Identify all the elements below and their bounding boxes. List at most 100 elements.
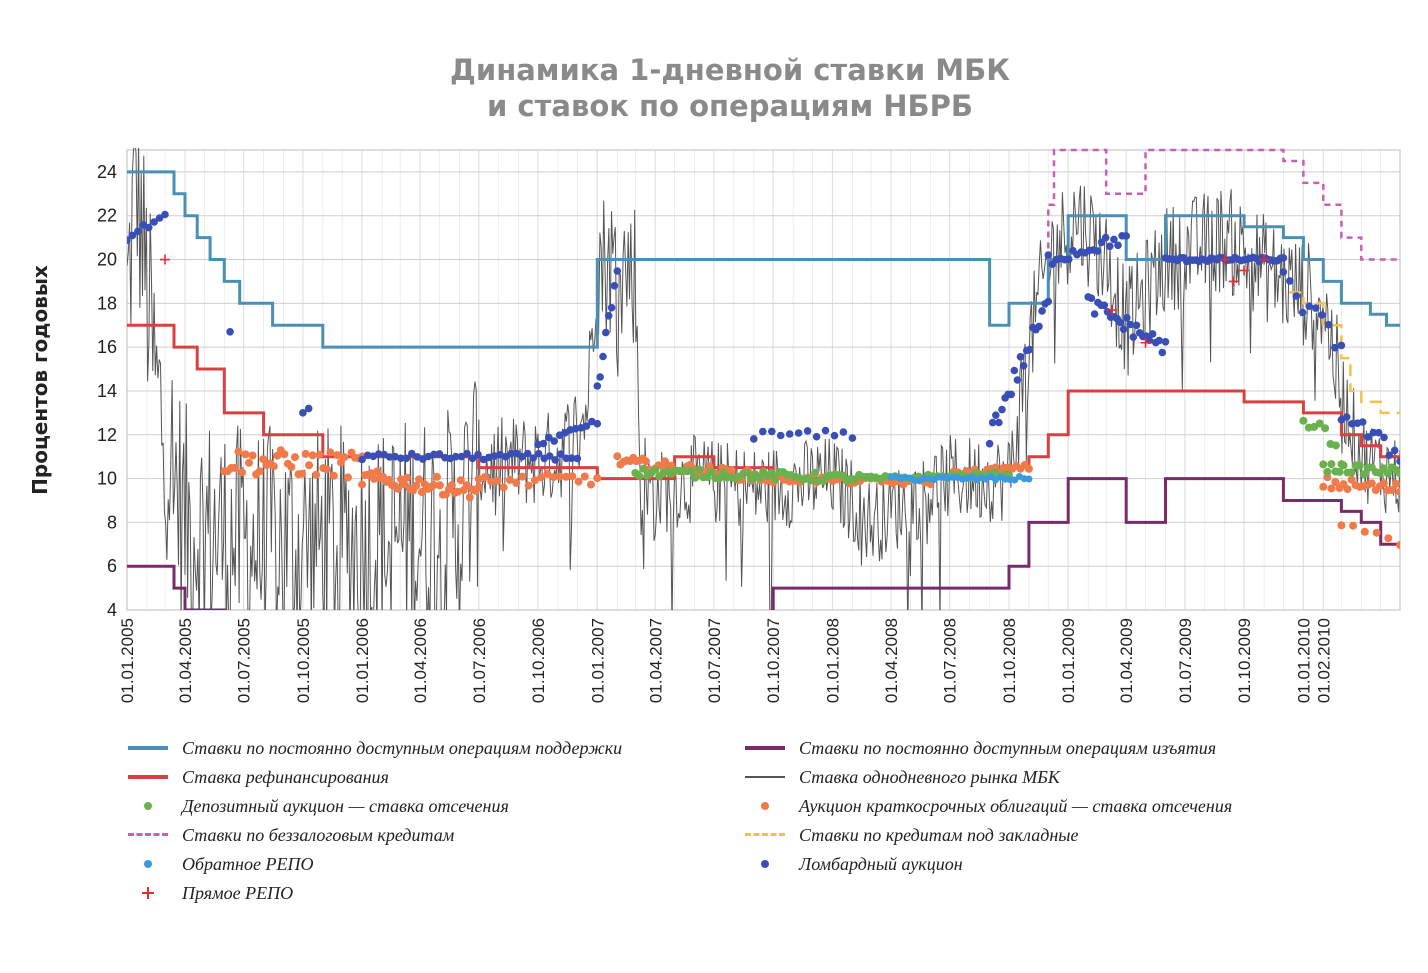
bonds-point	[291, 453, 299, 462]
y-tick-label: 14	[97, 381, 117, 401]
lombard-point	[613, 267, 622, 275]
lombard-point	[1087, 294, 1096, 303]
chart-title: Динамика 1-дневной ставки МБК и ставок п…	[380, 52, 1080, 124]
y-tick-label: 8	[107, 512, 117, 532]
lombard-point	[1396, 457, 1400, 465]
lombard-point	[529, 454, 537, 462]
lombard-point	[1090, 310, 1099, 318]
x-tick-label: 01.01.2006	[353, 618, 372, 703]
legend-label: Ставка однодневного рынка МБК	[799, 766, 1060, 787]
svg-text:01.01.2006: 01.01.2006	[353, 618, 372, 703]
deposit-point	[695, 465, 704, 474]
lombard-point	[512, 449, 521, 458]
lombard-point	[750, 435, 758, 443]
bonds-point	[415, 475, 423, 484]
lombard-point	[534, 449, 543, 458]
lombard-point	[507, 449, 515, 458]
lombard-point	[1331, 343, 1339, 352]
lombard-point	[463, 449, 471, 458]
lombard-point	[1129, 333, 1138, 341]
x-tick-label: 01.01.2005	[118, 618, 137, 703]
bonds-point	[1343, 485, 1352, 494]
direct-repo-points	[160, 254, 1270, 348]
bonds-point	[613, 452, 622, 461]
lombard-point	[397, 454, 405, 463]
y-tick-label: 16	[97, 337, 117, 357]
bonds-point	[499, 483, 508, 492]
lombard-point	[1038, 307, 1046, 315]
x-tick-label: 01.10.2006	[529, 618, 548, 703]
chart-title-line-2: и ставок по операциям НБРБ	[486, 89, 974, 123]
lombard-point	[1358, 418, 1367, 426]
legend-label: Ставка рефинансирования	[182, 766, 389, 787]
lombard-point	[582, 422, 591, 430]
lombard-point	[1132, 321, 1141, 330]
bonds-point	[326, 448, 335, 457]
svg-text:01.04.2007: 01.04.2007	[646, 618, 665, 703]
bonds-point	[593, 474, 602, 483]
lombard-point	[539, 439, 548, 448]
lombard-point	[1279, 254, 1288, 262]
bonds-point	[481, 473, 489, 481]
svg-text:01.10.2007: 01.10.2007	[764, 618, 783, 703]
x-tick-label: 01.07.2007	[705, 618, 724, 703]
legend-item-mortgage: Ставки по кредитам под закладные	[745, 823, 1078, 847]
legend-item-unsecured: Ставки по беззалоговым кредитам	[128, 823, 454, 847]
bonds-point	[298, 469, 306, 478]
lombard-point	[134, 227, 142, 236]
lombard-point	[474, 450, 482, 459]
lombard-point	[518, 452, 526, 461]
bonds-point	[512, 478, 521, 487]
lombard-point	[995, 418, 1003, 427]
support-line	[127, 170, 1400, 349]
x-tick-label: 01.01.2008	[823, 618, 842, 703]
deposit-point	[1323, 467, 1332, 476]
legend-item-direct_repo: Прямое РЕПО	[128, 881, 293, 905]
deposit-point	[755, 474, 764, 483]
lombard-point	[768, 427, 776, 436]
bonds-point	[456, 476, 465, 485]
lombard-point	[545, 452, 554, 460]
legend-item-refinancing: Ставка рефинансирования	[128, 765, 389, 789]
bonds-point	[1347, 475, 1356, 484]
lombard-point	[1025, 345, 1034, 354]
svg-text:01.07.2006: 01.07.2006	[470, 618, 489, 703]
lombard-point	[430, 450, 438, 459]
direct-repo-point	[1239, 265, 1250, 276]
bonds-point	[259, 455, 268, 464]
legend-swatch	[745, 823, 785, 847]
legend-swatch	[128, 765, 168, 789]
lombard-point	[1123, 314, 1131, 322]
lombard-point	[1380, 433, 1388, 442]
lombard-point	[839, 428, 848, 436]
bonds-point	[1331, 478, 1340, 486]
lombard-point	[1342, 413, 1351, 421]
x-tick-label: 01.04.2008	[882, 618, 901, 703]
bonds-point	[245, 458, 253, 467]
svg-text:01.07.2008: 01.07.2008	[941, 618, 960, 703]
bonds-point	[1360, 527, 1369, 536]
legend-label: Ставки по постоянно доступным операциям …	[182, 737, 623, 758]
deposit-point	[703, 473, 712, 481]
lombard-point	[1035, 322, 1043, 331]
deposit-point	[1355, 461, 1364, 470]
deposit-point	[1319, 460, 1328, 469]
deposit-point	[635, 472, 644, 481]
x-tick-label: 01.07.2009	[1176, 618, 1195, 703]
legend-item-mbk: Ставка однодневного рынка МБК	[745, 765, 1060, 789]
lombard-point	[593, 419, 602, 428]
lombard-point	[1093, 247, 1102, 255]
unsecured-line	[1047, 148, 1400, 261]
bonds-point	[641, 457, 650, 466]
x-tick-label: 01.10.2009	[1235, 618, 1254, 703]
lombard-point	[776, 431, 785, 440]
lombard-point	[161, 210, 169, 219]
y-tick-label: 4	[107, 600, 117, 620]
lombard-point	[1044, 297, 1053, 306]
bonds-point	[568, 472, 577, 481]
x-tick-label: 01.10.2005	[294, 618, 313, 703]
legend-label: Прямое РЕПО	[182, 882, 294, 903]
lombard-point	[830, 431, 839, 440]
deposit-point	[639, 464, 648, 473]
